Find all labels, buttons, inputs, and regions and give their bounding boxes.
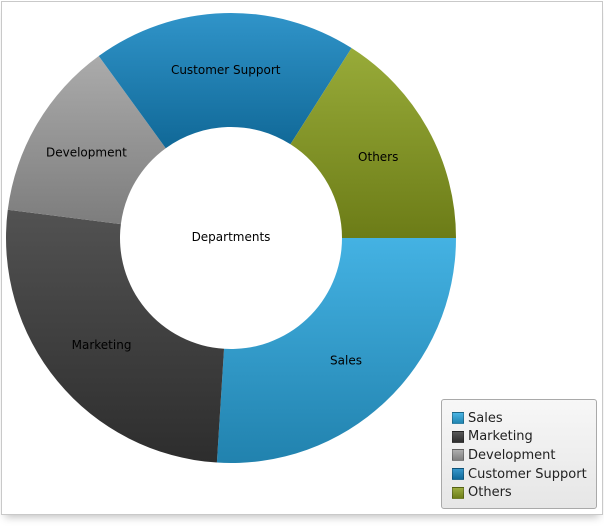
slice-label-marketing: Marketing (72, 338, 132, 352)
legend-label-sales: Sales (468, 410, 503, 426)
legend-swatch-customer-support (452, 468, 464, 481)
legend-label-customer-support: Customer Support (468, 466, 587, 482)
legend-label-marketing: Marketing (468, 429, 533, 445)
legend-item-customer-support[interactable]: Customer Support (452, 465, 596, 484)
slice-sales[interactable] (216, 238, 456, 463)
legend-item-others[interactable]: Others (452, 483, 596, 502)
slice-label-customer-support: Customer Support (171, 63, 281, 77)
legend-label-development: Development (468, 447, 556, 463)
center-label: Departments (192, 230, 271, 244)
slice-label-sales: Sales (330, 353, 362, 367)
legend-item-marketing[interactable]: Marketing (452, 428, 596, 447)
slice-marketing[interactable] (5, 209, 225, 463)
donut-chart: Sales Marketing Development Customer Suppor… (5, 13, 457, 463)
legend-item-sales[interactable]: Sales (452, 409, 596, 428)
legend-swatch-sales (452, 412, 464, 425)
chart-frame: Sales Marketing Development Customer Suppor… (1, 1, 603, 515)
legend-swatch-marketing (452, 430, 464, 443)
slice-development[interactable] (7, 55, 166, 225)
chart-legend: Sales Marketing Development Customer Sup… (441, 399, 597, 509)
legend-swatch-development (452, 449, 464, 462)
legend-label-others: Others (468, 485, 512, 501)
slice-others[interactable] (290, 48, 457, 239)
slice-customer-support[interactable] (98, 13, 352, 149)
legend-item-development[interactable]: Development (452, 446, 596, 465)
legend-swatch-others (452, 486, 464, 499)
slice-label-others: Others (358, 150, 398, 164)
slice-label-development: Development (46, 145, 127, 159)
